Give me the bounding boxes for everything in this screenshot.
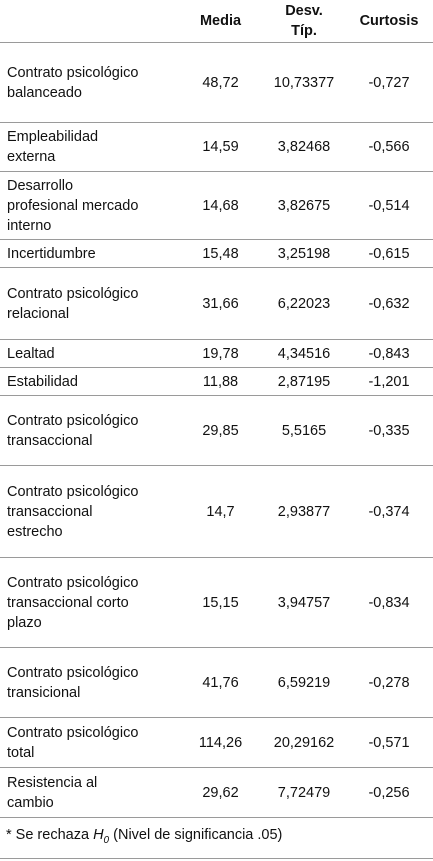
row-label-cell: Contrato psicológico transaccional estre… xyxy=(0,465,178,558)
value-cell: -0,566 xyxy=(345,122,433,172)
row-label: Empleabilidad externa xyxy=(7,129,99,165)
column-header: Curtosis xyxy=(359,13,419,29)
row-label: Lealtad xyxy=(7,345,55,362)
table-row: Contrato psicológico transaccional corto… xyxy=(0,557,433,648)
row-label-cell: Contrato psicológico transaccional xyxy=(0,395,178,466)
value-cell: 15,15 xyxy=(178,557,263,648)
footnote-symbol: H xyxy=(93,827,104,843)
value-cell: 31,66 xyxy=(178,267,263,340)
table-row: Empleabilidad externa 14,59 3,82468 -0,566 xyxy=(0,122,433,172)
value-cell: 3,25198 xyxy=(263,239,345,268)
row-label-cell: Contrato psicológico transicional xyxy=(0,647,178,718)
row-label: Resistencia al cambio xyxy=(7,774,98,811)
value-cell: 19,78 xyxy=(178,339,263,368)
value-cell: 5,5165 xyxy=(263,395,345,466)
value-cell: -0,632 xyxy=(345,267,433,340)
row-label: Contrato psicológico transicional xyxy=(7,664,139,701)
value-cell: -0,335 xyxy=(345,395,433,466)
table-row: Estabilidad 11,88 2,87195 -1,201 xyxy=(0,367,433,396)
value-cell: -1,201 xyxy=(345,367,433,396)
table-row: Contrato psicológico transaccional estre… xyxy=(0,465,433,558)
column-header-text: Desv. Típ. xyxy=(285,3,323,39)
footnote-text: (Nivel de significancia .05) xyxy=(109,827,283,843)
value-cell: -0,278 xyxy=(345,647,433,718)
footnote-subscript: 0 xyxy=(103,835,110,846)
row-label: Contrato psicológico transaccional corto… xyxy=(7,574,139,631)
row-label-cell: Contrato psicológico total xyxy=(0,717,178,768)
row-label: Contrato psicológico balanceado xyxy=(7,64,139,101)
value-cell: -0,256 xyxy=(345,767,433,818)
value-cell: -0,727 xyxy=(345,42,433,123)
value-cell: 2,93877 xyxy=(263,465,345,558)
value-cell: 114,26 xyxy=(178,717,263,768)
table-body: Contrato psicológico balanceado 48,72 10,7… xyxy=(0,42,433,859)
table-row: Contrato psicológico transaccional 29,85 5… xyxy=(0,395,433,466)
column-header: Desv. Típ. xyxy=(263,0,345,43)
row-label: Estabilidad xyxy=(7,373,78,390)
row-label: Contrato psicológico transaccional xyxy=(7,412,139,449)
value-cell: 2,87195 xyxy=(263,367,345,396)
column-header: Media xyxy=(199,13,242,29)
value-cell: 6,59219 xyxy=(263,647,345,718)
value-cell: -0,615 xyxy=(345,239,433,268)
table-row: Incertidumbre 15,48 3,25198 -0,615 xyxy=(0,239,433,268)
row-label-cell: Empleabilidad externa xyxy=(0,122,178,172)
footnote-text: * Se rechaza xyxy=(6,827,94,843)
value-cell: 3,94757 xyxy=(263,557,345,648)
footnote: * Se rechaza H0 (Nivel de significancia … xyxy=(0,817,433,859)
value-cell: 14,7 xyxy=(178,465,263,558)
value-cell: 3,82468 xyxy=(263,122,345,172)
row-label-cell: Lealtad xyxy=(0,339,178,368)
value-cell: 48,72 xyxy=(178,42,263,123)
row-label-cell: Resistencia al cambio xyxy=(0,767,178,818)
value-cell: 14,68 xyxy=(178,171,263,240)
value-cell: -0,514 xyxy=(345,171,433,240)
row-label: Incertidumbre xyxy=(7,245,96,262)
corner xyxy=(0,0,178,43)
header-row: Media Desv. Típ. Curtosis xyxy=(0,0,433,43)
value-cell: 29,85 xyxy=(178,395,263,466)
row-label: Desarrollo profesional mercado interno xyxy=(7,177,139,234)
value-cell: -0,843 xyxy=(345,339,433,368)
value-cell: -0,571 xyxy=(345,717,433,768)
value-cell: -0,374 xyxy=(345,465,433,558)
row-label: Contrato psicológico relacional xyxy=(7,285,139,322)
row-label-cell: Desarrollo profesional mercado interno xyxy=(0,171,178,240)
row-label-cell: Contrato psicológico transaccional corto… xyxy=(0,557,178,648)
value-cell: 3,82675 xyxy=(263,171,345,240)
row-label: Contrato psicológico total xyxy=(7,724,139,761)
value-cell: 15,48 xyxy=(178,239,263,268)
value-cell: 7,72479 xyxy=(263,767,345,818)
value-cell: 4,34516 xyxy=(263,339,345,368)
value-cell: 20,29162 xyxy=(263,717,345,768)
value-cell: 11,88 xyxy=(178,367,263,396)
row-label-cell: Contrato psicológico balanceado xyxy=(0,42,178,123)
value-cell: 41,76 xyxy=(178,647,263,718)
table-row: Contrato psicológico relacional 31,66 6,22… xyxy=(0,267,433,340)
value-cell: 6,22023 xyxy=(263,267,345,340)
value-cell: 29,62 xyxy=(178,767,263,818)
row-label: Contrato psicológico transaccional estre… xyxy=(7,483,139,540)
table-row: Contrato psicológico transicional 41,76 6,… xyxy=(0,647,433,718)
value-cell: 10,73377 xyxy=(263,42,345,123)
table-row: Lealtad 19,78 4,34516 -0,843 xyxy=(0,339,433,368)
table-row: Contrato psicológico balanceado 48,72 10,7… xyxy=(0,42,433,123)
table-row: Desarrollo profesional mercado interno 14… xyxy=(0,171,433,240)
row-label-cell: Contrato psicológico relacional xyxy=(0,267,178,340)
value-cell: -0,834 xyxy=(345,557,433,648)
table-row: Contrato psicológico total 114,26 20,29162… xyxy=(0,717,433,768)
row-label-cell: Estabilidad xyxy=(0,367,178,396)
value-cell: 14,59 xyxy=(178,122,263,172)
row-label-cell: Incertidumbre xyxy=(0,239,178,268)
footnote-row: * Se rechaza H0 (Nivel de significancia … xyxy=(0,817,433,859)
table-row: Resistencia al cambio 29,62 7,72479 -0,256 xyxy=(0,767,433,818)
